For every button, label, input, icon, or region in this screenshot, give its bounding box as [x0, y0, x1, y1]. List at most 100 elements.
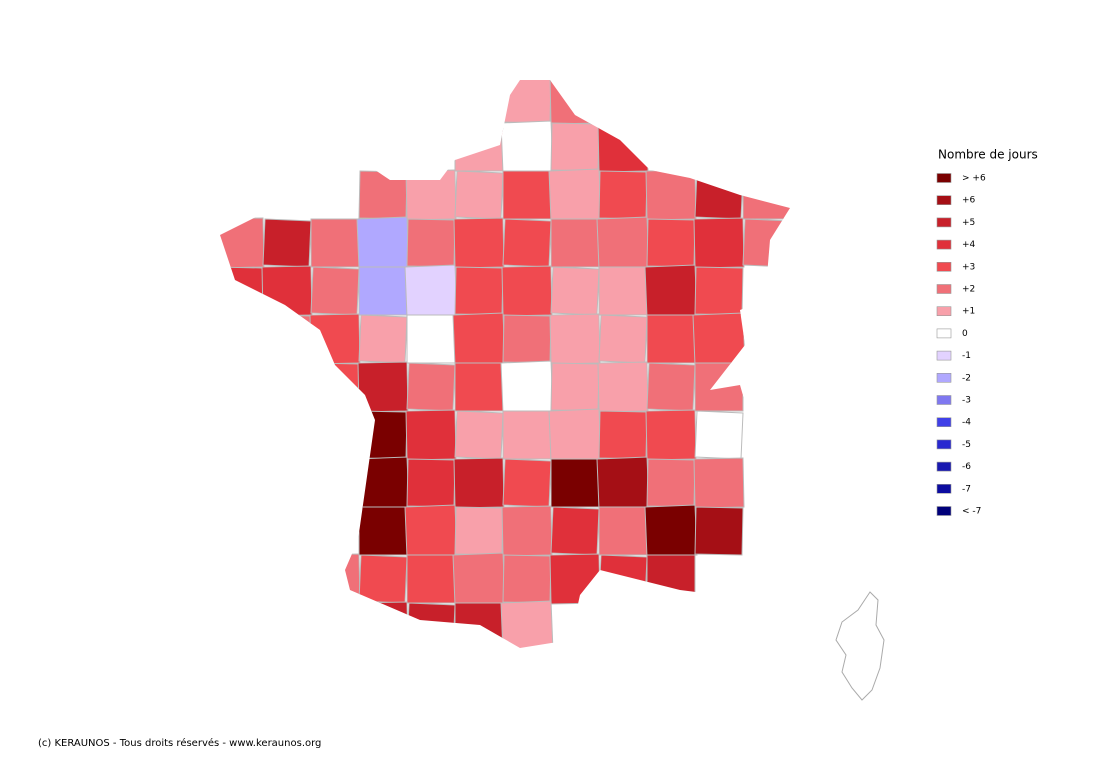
department [550, 122, 600, 172]
department [598, 314, 648, 364]
legend-swatch [936, 328, 952, 339]
department [502, 554, 552, 604]
department [692, 312, 746, 366]
department [646, 218, 696, 268]
department [452, 312, 506, 366]
legend-label: -4 [962, 418, 971, 428]
department [548, 408, 602, 462]
department [500, 120, 554, 174]
department [406, 554, 456, 604]
department [694, 362, 744, 412]
department [646, 314, 696, 364]
department [406, 218, 456, 268]
department [501, 265, 553, 317]
department [550, 458, 600, 508]
legend-label: -1 [962, 351, 971, 361]
corsica [835, 591, 885, 701]
legend-swatch [936, 306, 952, 317]
departments [220, 80, 790, 648]
department [310, 266, 360, 316]
department [454, 362, 504, 412]
department [645, 169, 697, 221]
department [644, 264, 698, 318]
department [549, 313, 601, 365]
department [358, 314, 408, 364]
department [454, 410, 504, 460]
department [500, 360, 554, 414]
department [550, 362, 600, 412]
department [309, 313, 361, 365]
department [597, 361, 649, 413]
department [358, 506, 408, 556]
legend-swatch [936, 350, 952, 361]
department [500, 600, 554, 648]
department [502, 170, 552, 220]
legend-label: +2 [962, 285, 975, 295]
department [694, 410, 744, 460]
legend-swatch [936, 483, 952, 494]
department [596, 216, 650, 270]
department [309, 553, 361, 605]
department [454, 122, 504, 172]
department [502, 80, 552, 124]
department [645, 409, 697, 461]
legend-label: +5 [962, 218, 975, 228]
department [405, 169, 457, 221]
legend-swatch [936, 173, 952, 183]
department [358, 554, 408, 604]
department [406, 458, 456, 508]
department [453, 457, 505, 509]
department [406, 314, 456, 364]
department [598, 554, 648, 604]
department [549, 80, 601, 125]
department [694, 506, 744, 556]
department [646, 362, 696, 412]
legend-label: +3 [962, 262, 975, 272]
department [406, 362, 456, 412]
legend-swatch [936, 372, 952, 383]
department [220, 266, 264, 316]
department [550, 218, 600, 268]
department [598, 266, 648, 316]
legend-label: > +6 [962, 174, 986, 184]
legend-swatch [936, 461, 952, 472]
department [693, 217, 745, 269]
department [501, 505, 553, 557]
department [548, 168, 602, 222]
department [598, 506, 648, 556]
department [358, 266, 408, 316]
department [262, 314, 312, 364]
department [549, 553, 601, 605]
legend-label: +4 [962, 240, 976, 250]
department [646, 554, 696, 604]
department [742, 218, 790, 268]
legend-swatch [936, 195, 952, 205]
department [453, 217, 505, 269]
legend-swatch [936, 439, 952, 450]
legend-swatch [936, 506, 952, 516]
department [358, 170, 408, 220]
department [598, 410, 648, 460]
credit: (c) KERAUNOS - Tous droits réservés - ww… [38, 737, 321, 749]
department [454, 170, 504, 220]
department [644, 504, 698, 558]
department [742, 170, 790, 220]
legend-label: +6 [962, 196, 976, 206]
department [693, 457, 745, 509]
legend-swatch [936, 395, 952, 405]
legend-label: -2 [962, 373, 971, 383]
legend-swatch [936, 284, 952, 294]
legend-label: < -7 [962, 507, 981, 517]
department [502, 458, 552, 508]
department [597, 121, 649, 173]
legend-label: -3 [962, 396, 971, 406]
department [262, 218, 312, 268]
legend-label: -5 [962, 440, 971, 450]
department [550, 506, 600, 556]
department [598, 170, 648, 220]
legend: > +6 +6 +5 +4 +3 +2 +1 0 -1 -2 -3 -4 -5 -6 -7 < -7 [936, 173, 986, 517]
department [646, 458, 696, 508]
department [356, 456, 410, 510]
department [404, 504, 458, 558]
department [406, 602, 456, 648]
